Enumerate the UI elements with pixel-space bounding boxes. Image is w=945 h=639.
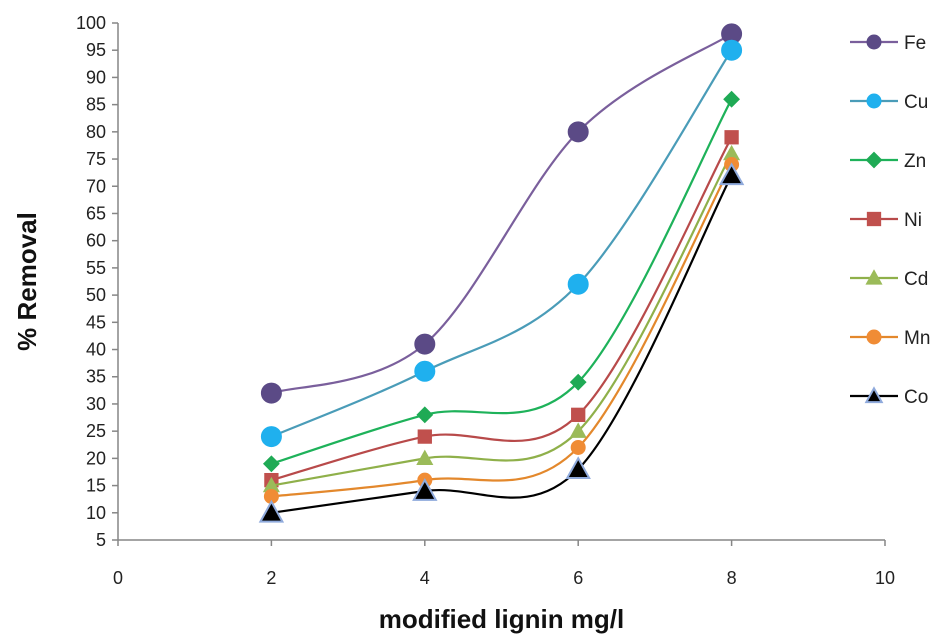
- series-co: [258, 162, 745, 523]
- x-tick-label: 10: [875, 568, 895, 588]
- series-cd: [262, 144, 741, 493]
- data-point-cu: [721, 39, 743, 61]
- y-tick-label: 100: [76, 13, 106, 33]
- data-point-co: [412, 477, 438, 501]
- legend-label: Co: [904, 387, 928, 408]
- y-tick-label: 80: [86, 122, 106, 142]
- data-point-fe: [260, 382, 282, 404]
- data-point-ni: [417, 429, 432, 444]
- data-point-cu: [260, 426, 282, 448]
- y-tick-label: 10: [86, 503, 106, 523]
- y-tick-label: 90: [86, 67, 106, 87]
- legend-item-mn: Mn: [850, 328, 930, 349]
- legend-label: Ni: [904, 210, 922, 231]
- legend-marker-fe: [866, 34, 882, 50]
- legend-marker-mn: [866, 329, 882, 345]
- series-line-zn: [271, 98, 733, 465]
- y-tick-label: 65: [86, 203, 106, 223]
- data-point-co: [718, 162, 745, 186]
- legend-item-fe: Fe: [850, 33, 926, 54]
- series-line-mn: [271, 163, 733, 498]
- data-point-zn: [723, 90, 741, 108]
- series-group: [258, 23, 745, 523]
- data-point-cu: [567, 273, 589, 295]
- series-fe: [260, 23, 743, 404]
- legend-marker-cu: [866, 93, 882, 109]
- data-point-cd: [416, 449, 434, 466]
- y-tick-label: 55: [86, 258, 106, 278]
- x-tick-label: 2: [266, 568, 276, 588]
- data-point-mn: [570, 439, 586, 455]
- y-tick-label: 85: [86, 95, 106, 115]
- series-mn: [263, 156, 740, 504]
- series-ni: [264, 130, 739, 488]
- legend: Fe Cu Zn Ni Cd Mn Co: [850, 33, 930, 408]
- series-cu: [260, 39, 743, 448]
- legend-item-cd: Cd: [850, 269, 928, 290]
- legend-item-ni: Ni: [850, 210, 922, 231]
- legend-marker-ni: [866, 211, 882, 227]
- y-tick-label: 15: [86, 476, 106, 496]
- y-tick-label: 75: [86, 149, 106, 169]
- legend-label: Cd: [904, 269, 928, 290]
- legend-label: Cu: [904, 92, 928, 113]
- legend-label: Mn: [904, 328, 930, 349]
- x-tick-label: 0: [113, 568, 123, 588]
- data-point-zn: [262, 455, 280, 473]
- x-tick-labels: 0 2 4 6 8 10: [113, 568, 895, 588]
- y-tick-label: 45: [86, 312, 106, 332]
- y-tick-label: 25: [86, 421, 106, 441]
- y-tick-label: 35: [86, 367, 106, 387]
- y-tick-label: 60: [86, 231, 106, 251]
- data-point-ni: [724, 130, 739, 145]
- x-axis-title: modified lignin mg/l: [379, 604, 625, 634]
- series-line-cu: [270, 49, 733, 438]
- data-point-fe: [414, 333, 436, 355]
- legend-item-co: Co: [850, 386, 928, 408]
- series-line-cd: [271, 153, 733, 487]
- data-point-cd: [569, 422, 587, 438]
- legend-item-zn: Zn: [850, 151, 926, 172]
- y-tick-label: 70: [86, 176, 106, 196]
- y-tick-label: 50: [86, 285, 106, 305]
- series-line-co: [271, 174, 733, 514]
- data-point-zn: [416, 406, 434, 424]
- y-tick-label: 5: [96, 530, 106, 550]
- series-line-fe: [271, 32, 733, 395]
- legend-marker-zn: [865, 151, 883, 169]
- data-point-fe: [567, 121, 589, 143]
- y-tick-label: 95: [86, 40, 106, 60]
- y-tick-label: 20: [86, 448, 106, 468]
- data-point-cu: [414, 360, 436, 382]
- data-point-zn: [569, 373, 587, 391]
- y-tick-label: 30: [86, 394, 106, 414]
- series-line-ni: [271, 136, 733, 482]
- legend-label: Fe: [904, 33, 926, 54]
- series-zn: [262, 90, 741, 473]
- data-point-ni: [571, 407, 586, 422]
- data-point-co: [565, 456, 591, 480]
- axes: [112, 22, 886, 546]
- x-tick-label: 4: [420, 568, 430, 588]
- data-point-co: [258, 499, 285, 523]
- x-tick-label: 6: [573, 568, 583, 588]
- y-tick-labels: 5 10 15 20 25 30 35 40 45 50 55 60 65 70 75 80 85 90 95 100: [76, 13, 106, 550]
- legend-item-cu: Cu: [850, 92, 928, 113]
- legend-marker-cd: [865, 269, 883, 285]
- legend-marker-co: [864, 386, 884, 404]
- y-tick-label: 40: [86, 340, 106, 360]
- legend-label: Zn: [904, 151, 926, 172]
- x-tick-label: 8: [727, 568, 737, 588]
- y-axis-title: % Removal: [12, 212, 42, 351]
